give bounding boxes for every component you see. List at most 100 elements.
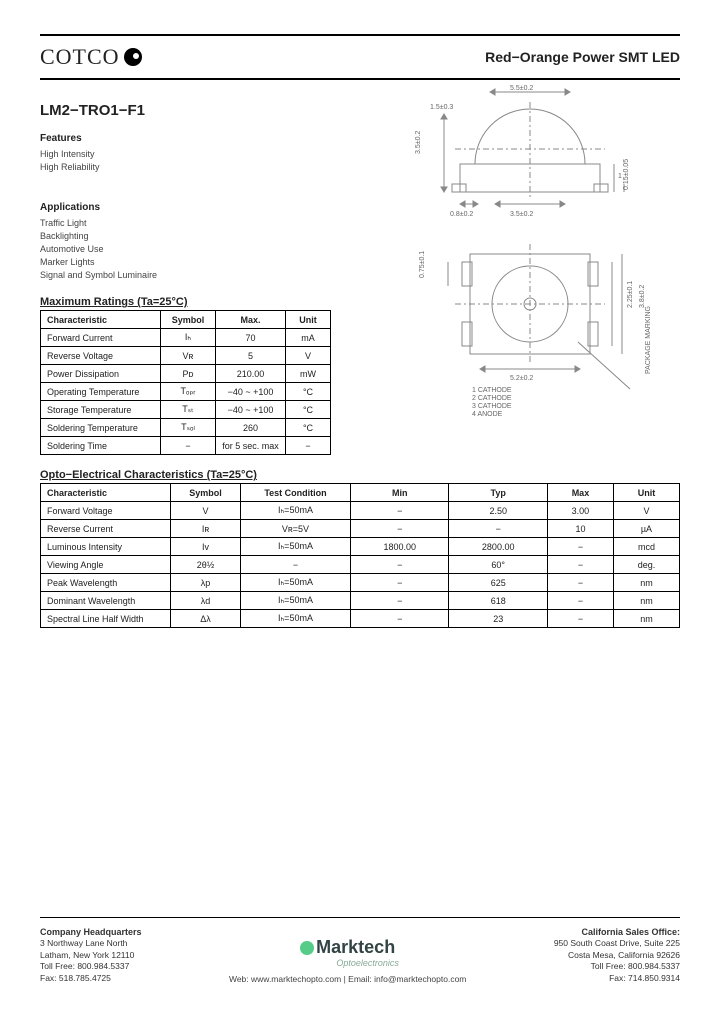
table-row: Operating TemperatureTₒₚᵣ−40 ~ +100°C	[41, 383, 331, 401]
svg-text:1.5±0.3: 1.5±0.3	[430, 104, 453, 111]
svg-text:5.2±0.2: 5.2±0.2	[510, 375, 533, 382]
table-cell: for 5 sec. max	[216, 437, 286, 455]
svg-text:0.8±0.2: 0.8±0.2	[450, 211, 473, 218]
table-cell: mW	[286, 365, 331, 383]
table-cell: Tₛₜ	[161, 401, 216, 419]
applications-list: Traffic Light Backlighting Automotive Us…	[40, 217, 400, 282]
table-cell: Forward Voltage	[41, 502, 171, 520]
table-cell: 2θ½	[171, 556, 241, 574]
table-cell: °C	[286, 401, 331, 419]
logo-subtitle: Optoelectronics	[269, 958, 466, 968]
table-cell: −	[161, 437, 216, 455]
table-cell: nm	[613, 592, 679, 610]
table-cell: Power Dissipation	[41, 365, 161, 383]
col-header: Unit	[286, 311, 331, 329]
brand-mark-icon	[124, 48, 142, 66]
col-header: Typ	[449, 484, 547, 502]
list-item: Marker Lights	[40, 256, 400, 269]
table-cell: mA	[286, 329, 331, 347]
svg-text:4 ANODE: 4 ANODE	[472, 411, 503, 418]
table-cell: Dominant Wavelength	[41, 592, 171, 610]
table-cell: Soldering Time	[41, 437, 161, 455]
table-cell: Peak Wavelength	[41, 574, 171, 592]
table-cell: −	[547, 592, 613, 610]
table-cell: nm	[613, 610, 679, 628]
footer-ca: California Sales Office: 950 South Coast…	[554, 926, 680, 984]
table-cell: 3.00	[547, 502, 613, 520]
table-row: Peak WavelengthλpIₕ=50mA−625−nm	[41, 574, 680, 592]
table-cell: 10	[547, 520, 613, 538]
table-cell: V	[286, 347, 331, 365]
list-item: Traffic Light	[40, 217, 400, 230]
table-cell: 618	[449, 592, 547, 610]
features-list: High Intensity High Reliability	[40, 148, 400, 174]
table-row: Dominant WavelengthλdIₕ=50mA−618−nm	[41, 592, 680, 610]
table-header-row: Characteristic Symbol Max. Unit	[41, 311, 331, 329]
mechanical-diagram: 5.5±0.2 3.5±0.2 1.5±0.3 0.8±0.2 3.5±0.2 …	[400, 84, 680, 455]
table-row: Viewing Angle2θ½−−60°−deg.	[41, 556, 680, 574]
table-row: Soldering TemperatureTₛₒₗ260°C	[41, 419, 331, 437]
part-number: LM2−TRO1−F1	[40, 102, 400, 119]
table-cell: 260	[216, 419, 286, 437]
table-cell: 2.50	[449, 502, 547, 520]
svg-text:1: 1	[618, 173, 622, 180]
table-cell: Forward Current	[41, 329, 161, 347]
table-cell: Operating Temperature	[41, 383, 161, 401]
table-cell: 60°	[449, 556, 547, 574]
svg-text:5.5±0.2: 5.5±0.2	[510, 85, 533, 92]
table-cell: −	[547, 610, 613, 628]
table-cell: 70	[216, 329, 286, 347]
logo-ball-icon	[300, 941, 314, 955]
footer-hq: Company Headquarters 3 Northway Lane Nor…	[40, 926, 142, 984]
table-cell: −	[449, 520, 547, 538]
table-cell: −40 ~ +100	[216, 401, 286, 419]
rule-header-bottom	[40, 78, 680, 80]
table-cell: Storage Temperature	[41, 401, 161, 419]
table-cell: 2800.00	[449, 538, 547, 556]
list-item: Backlighting	[40, 230, 400, 243]
table-cell: Δλ	[171, 610, 241, 628]
footer-center: Marktech Optoelectronics Web: www.markte…	[229, 937, 466, 984]
list-item: High Reliability	[40, 161, 400, 174]
table-cell: Iₕ=50mA	[241, 592, 351, 610]
table-cell: 5	[216, 347, 286, 365]
table-cell: 23	[449, 610, 547, 628]
table-header-row: Characteristic Symbol Test Condition Min…	[41, 484, 680, 502]
table-row: Forward VoltageV꟰Iₕ=50mA−2.503.00V	[41, 502, 680, 520]
table-cell: V	[613, 502, 679, 520]
col-header: Characteristic	[41, 311, 161, 329]
col-header: Symbol	[161, 311, 216, 329]
table-row: Reverse CurrentIʀVʀ=5V−−10µA	[41, 520, 680, 538]
footer-rule	[40, 917, 680, 918]
footer-line: 3 Northway Lane North	[40, 938, 142, 949]
footer-ca-head: California Sales Office:	[554, 926, 680, 938]
table-row: Soldering Time−for 5 sec. max−	[41, 437, 331, 455]
table-row: Reverse VoltageVʀ5V	[41, 347, 331, 365]
list-item: Signal and Symbol Luminaire	[40, 269, 400, 282]
svg-text:0.75±0.1: 0.75±0.1	[419, 251, 426, 278]
svg-text:3.5±0.2: 3.5±0.2	[510, 211, 533, 218]
list-item: Automotive Use	[40, 243, 400, 256]
table-cell: −	[286, 437, 331, 455]
table-cell: −40 ~ +100	[216, 383, 286, 401]
table-row: Spectral Line Half WidthΔλIₕ=50mA−23−nm	[41, 610, 680, 628]
table-cell: Soldering Temperature	[41, 419, 161, 437]
table-cell: 1800.00	[351, 538, 449, 556]
table-cell: −	[351, 592, 449, 610]
table-cell: −	[351, 502, 449, 520]
table-cell: Viewing Angle	[41, 556, 171, 574]
table-row: Power DissipationPᴅ210.00mW	[41, 365, 331, 383]
header: COTCO Red−Orange Power SMT LED	[40, 40, 680, 74]
table-cell: Reverse Current	[41, 520, 171, 538]
table-cell: −	[351, 610, 449, 628]
product-title: Red−Orange Power SMT LED	[485, 49, 680, 65]
table-cell: Luminous Intensity	[41, 538, 171, 556]
table-cell: λd	[171, 592, 241, 610]
footer-line: Fax: 714.850.9314	[554, 973, 680, 984]
features-heading: Features	[40, 133, 400, 144]
marktech-logo: Marktech	[229, 937, 466, 958]
col-header: Symbol	[171, 484, 241, 502]
brand-logo: COTCO	[40, 44, 142, 70]
table-cell: Vʀ=5V	[241, 520, 351, 538]
table-cell: Iₕ	[161, 329, 216, 347]
